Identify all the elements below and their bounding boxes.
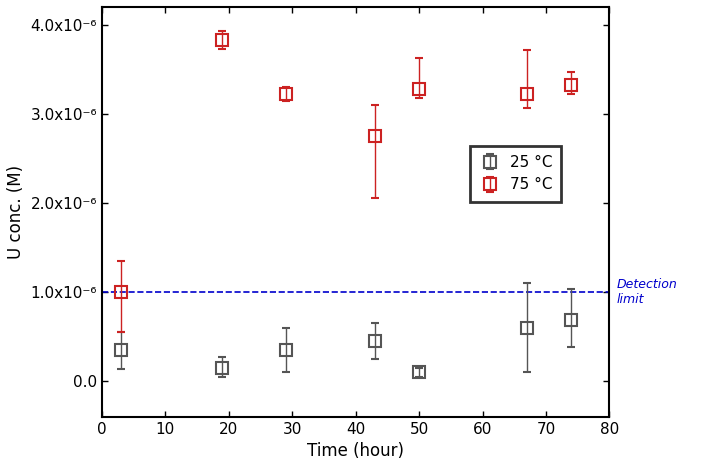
Text: Detection
limit: Detection limit <box>617 278 677 306</box>
X-axis label: Time (hour): Time (hour) <box>307 442 404 460</box>
Legend: 25 °C, 75 °C: 25 °C, 75 °C <box>470 146 561 202</box>
Y-axis label: U conc. (M): U conc. (M) <box>7 165 25 259</box>
